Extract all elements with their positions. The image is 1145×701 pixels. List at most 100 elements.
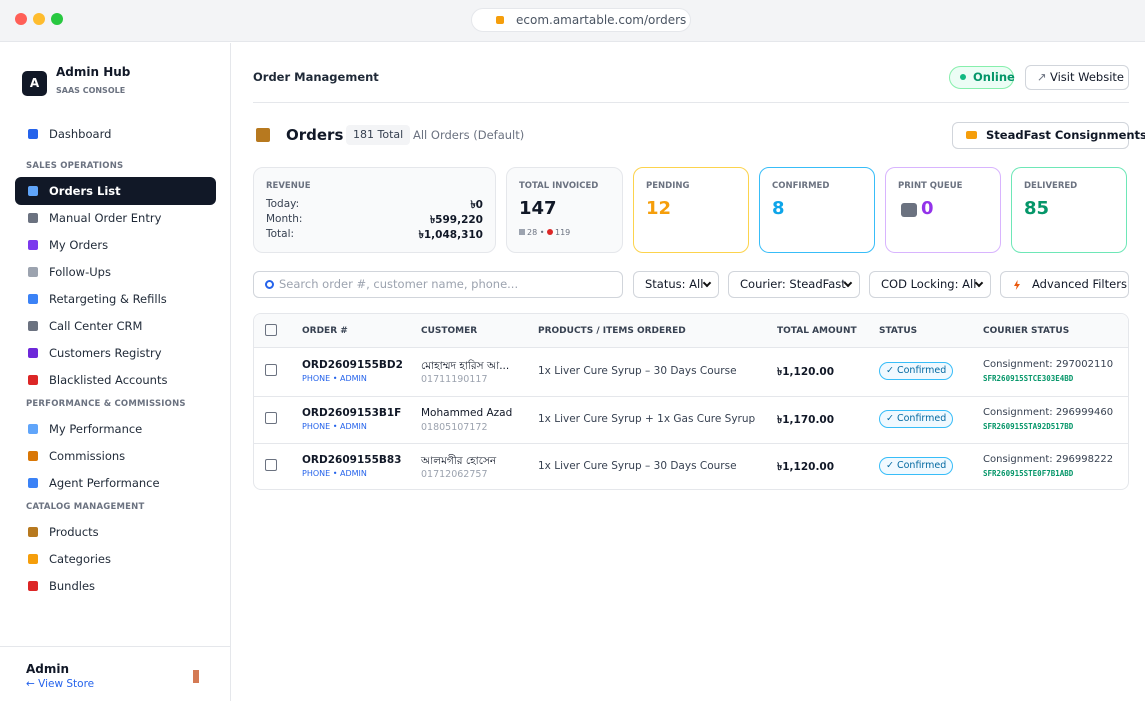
nav-icon [28,348,38,358]
nav-icon [28,213,38,223]
nav-label: Follow-Ups [49,265,111,279]
minimize-dot[interactable] [33,13,45,25]
lock-icon [496,16,504,24]
nav-icon [28,129,38,139]
url: ecom.amartable.com/orders [516,13,687,27]
brand-name: Admin Hub [56,65,131,79]
nav-icon [28,554,38,564]
nav-label: Call Center CRM [49,319,143,333]
stat-label: PRINT QUEUE [898,181,963,191]
order-number[interactable]: ORD2609155BD2 [302,359,403,371]
stat-value: 85 [1024,198,1050,219]
search-icon [265,280,274,289]
stat-value: 0 [921,198,934,219]
revenue-row-label: Total: [266,228,295,240]
nav-item[interactable]: My Performance [15,415,216,443]
order-number[interactable]: ORD2609155B83 [302,454,402,466]
invoiced-sub: 28 • 119 [519,228,570,237]
nav-icon [28,478,38,488]
maximize-dot[interactable] [51,13,63,25]
row-checkbox[interactable] [265,411,277,424]
row-checkbox[interactable] [265,364,277,376]
close-dot[interactable] [15,13,27,25]
select-all-checkbox[interactable] [265,324,277,336]
footer-divider [0,646,230,647]
nav-item[interactable]: Orders List [15,177,216,205]
call-count: 119 [555,228,571,237]
revenue-row-label: Month: [266,213,303,225]
nav-label: Products [49,525,99,539]
nav-label: Customers Registry [49,346,162,360]
filter-select[interactable]: COD Locking: All [869,271,991,298]
nav-icon [28,581,38,591]
footer-icon [193,670,199,683]
column-header: PRODUCTS / ITEMS ORDERED [538,326,686,336]
brand-subtitle: SAAS CONSOLE [56,86,126,95]
steadfast-button[interactable]: SteadFast Consignments [952,122,1145,149]
nav-item[interactable]: My Orders [15,231,216,259]
visit-website-label: Visit Website [1050,70,1125,84]
nav-item[interactable]: Dashboard [15,120,216,148]
nav-item[interactable]: Agent Performance [15,469,216,497]
nav-icon [28,267,38,277]
filter-select[interactable]: Status: All [633,271,719,298]
orders-icon [256,128,270,142]
products: 1x Liver Cure Syrup + 1x Gas Cure Syrup [538,412,756,425]
total-amount: ৳1,170.00 [777,413,835,426]
sidebar: A Admin Hub SAAS CONSOLE Dashboard SALES … [0,43,231,701]
nav-item[interactable]: Categories [15,545,216,573]
nav-item[interactable]: Manual Order Entry [15,204,216,232]
invoiced-value: 147 [519,198,557,219]
search-input[interactable]: Search order #, customer name, phone... [253,271,623,298]
nav-item[interactable]: Customers Registry [15,339,216,367]
nav-item[interactable]: Products [15,518,216,546]
steadfast-label: SteadFast Consignments [986,128,1145,142]
column-header: TOTAL AMOUNT [777,326,857,336]
nav-item[interactable]: Blacklisted Accounts [15,366,216,394]
nav-section-title: CATALOG MANAGEMENT [26,502,145,512]
revenue-row-value: ৳1,048,310 [418,229,483,241]
consignment: Consignment: 296998222 [983,454,1114,465]
customer-name: আলমগীর হোসেন [421,455,497,467]
print-count: 28 [527,228,538,237]
row-divider [254,443,1128,444]
nav-icon [28,424,38,434]
brand-logo: A [22,71,47,96]
stat-card: DELIVERED 85 [1011,167,1127,253]
status-text: Online [973,70,1015,84]
nav-item[interactable]: Commissions [15,442,216,470]
revenue-label: REVENUE [266,181,311,191]
filter-select[interactable]: Courier: SteadFast [728,271,860,298]
invoiced-label: TOTAL INVOICED [519,181,599,191]
nav-label: My Performance [49,422,143,436]
column-header: COURIER STATUS [983,326,1070,336]
visit-website-button[interactable]: ↗ Visit Website [1025,65,1129,90]
revenue-row-label: Today: [266,198,300,210]
advanced-filters-label: Advanced Filters [1032,277,1127,291]
print-icon [519,229,525,235]
customer-name: Mohammed Azad [421,406,513,419]
stat-card: CONFIRMED 8 [759,167,875,253]
customer-name: মোহাম্মদ হারিস আ... [421,360,510,372]
nav-icon [28,186,38,196]
stat-label: DELIVERED [1024,181,1078,191]
order-number[interactable]: ORD2609153B1F [302,406,402,419]
nav-item[interactable]: Retargeting & Refills [15,285,216,313]
row-checkbox[interactable] [265,459,277,471]
nav-label: Bundles [49,579,96,593]
invoiced-card: TOTAL INVOICED 147 28 • 119 [506,167,623,253]
nav-item[interactable]: Call Center CRM [15,312,216,340]
stat-card: PRINT QUEUE 0 [885,167,1001,253]
nav-icon [28,527,38,537]
revenue-card: REVENUE Today: ৳0 Month: ৳599,220 Total: ৳1,0… [253,167,496,253]
url-bar[interactable]: ecom.amartable.com/orders [471,8,691,32]
products: 1x Liver Cure Syrup – 30 Days Course [538,365,737,377]
view-store-link[interactable]: ← View Store [26,678,95,690]
header-divider [253,102,1129,103]
nav-item[interactable]: Bundles [15,572,216,600]
filter-select-label: COD Locking: All [881,277,977,291]
advanced-filters-button[interactable]: Advanced Filters [1000,271,1129,298]
order-source: PHONE • ADMIN [302,374,367,383]
nav-item[interactable]: Follow-Ups [15,258,216,286]
